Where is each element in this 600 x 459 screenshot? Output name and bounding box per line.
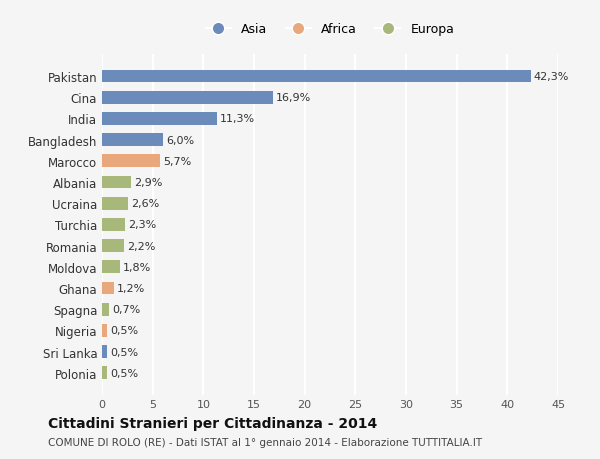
Text: 5,7%: 5,7% bbox=[163, 157, 191, 167]
Bar bbox=[102, 325, 107, 337]
Bar bbox=[102, 155, 160, 168]
Text: 2,6%: 2,6% bbox=[131, 199, 160, 209]
Bar bbox=[102, 261, 120, 274]
Text: 0,5%: 0,5% bbox=[110, 368, 138, 378]
Bar bbox=[102, 303, 109, 316]
Text: 16,9%: 16,9% bbox=[276, 93, 311, 103]
Bar bbox=[102, 176, 131, 189]
Bar bbox=[102, 71, 530, 83]
Bar bbox=[102, 218, 125, 231]
Text: 42,3%: 42,3% bbox=[533, 72, 569, 82]
Bar bbox=[102, 113, 217, 125]
Bar bbox=[102, 367, 107, 379]
Bar bbox=[102, 92, 273, 104]
Bar bbox=[102, 346, 107, 358]
Text: 2,3%: 2,3% bbox=[128, 220, 157, 230]
Text: 6,0%: 6,0% bbox=[166, 135, 194, 146]
Bar bbox=[102, 197, 128, 210]
Text: COMUNE DI ROLO (RE) - Dati ISTAT al 1° gennaio 2014 - Elaborazione TUTTITALIA.IT: COMUNE DI ROLO (RE) - Dati ISTAT al 1° g… bbox=[48, 437, 482, 447]
Text: Cittadini Stranieri per Cittadinanza - 2014: Cittadini Stranieri per Cittadinanza - 2… bbox=[48, 416, 377, 430]
Text: 0,7%: 0,7% bbox=[112, 304, 140, 314]
Bar bbox=[102, 134, 163, 147]
Text: 11,3%: 11,3% bbox=[220, 114, 254, 124]
Text: 0,5%: 0,5% bbox=[110, 347, 138, 357]
Text: 2,9%: 2,9% bbox=[134, 178, 163, 188]
Text: 2,2%: 2,2% bbox=[127, 241, 156, 251]
Text: 0,5%: 0,5% bbox=[110, 326, 138, 336]
Bar bbox=[102, 282, 114, 295]
Text: 1,2%: 1,2% bbox=[117, 283, 145, 293]
Legend: Asia, Africa, Europa: Asia, Africa, Europa bbox=[199, 17, 461, 43]
Bar bbox=[102, 240, 124, 252]
Text: 1,8%: 1,8% bbox=[123, 262, 152, 272]
